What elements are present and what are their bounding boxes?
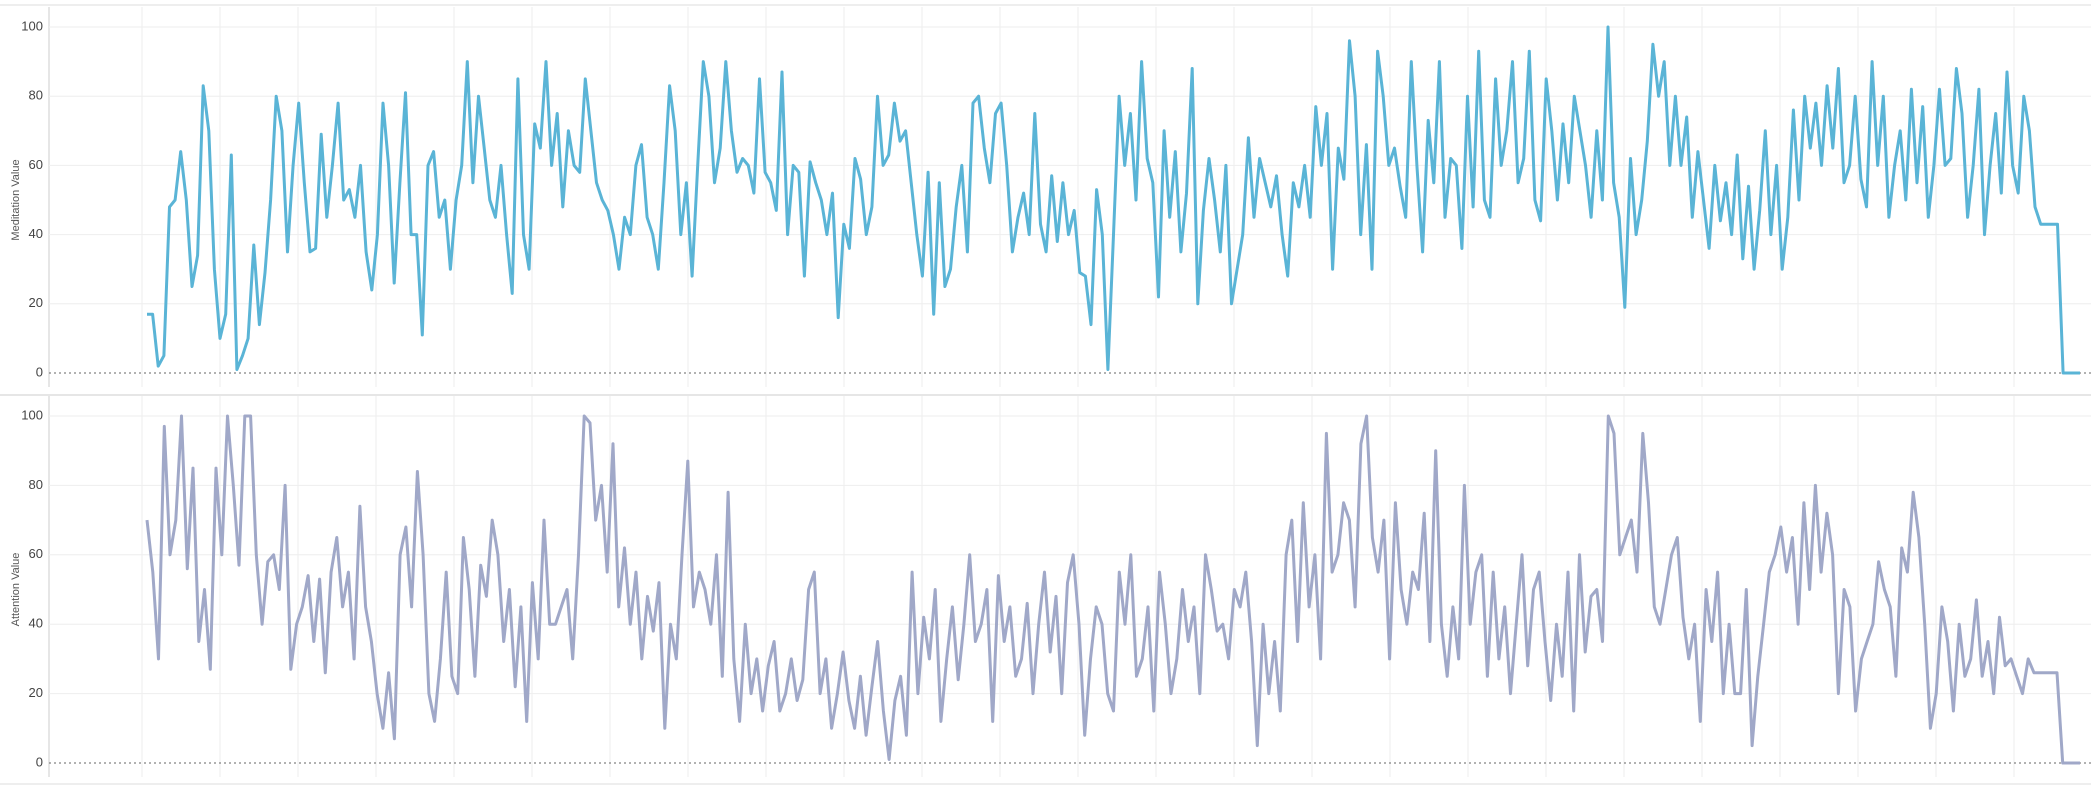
y-tick-label: 20	[29, 685, 43, 700]
y-tick-label: 80	[29, 88, 43, 103]
y-tick-label: 20	[29, 295, 43, 310]
y-tick-label: 0	[36, 754, 43, 769]
y-tick-label: 60	[29, 546, 43, 561]
y-tick-label: 40	[29, 616, 43, 631]
y-tick-label: 100	[21, 407, 43, 422]
y-tick-label: 0	[36, 364, 43, 379]
y-axis-label: Meditation Value	[10, 159, 22, 240]
y-tick-label: 60	[29, 157, 43, 172]
data-line	[145, 414, 2080, 765]
y-tick-label: 100	[21, 18, 43, 33]
data-line	[147, 25, 2080, 375]
y-axis-label: Attention Value	[10, 553, 22, 627]
y-tick-label: 40	[29, 226, 43, 241]
y-tick-label: 80	[29, 477, 43, 492]
